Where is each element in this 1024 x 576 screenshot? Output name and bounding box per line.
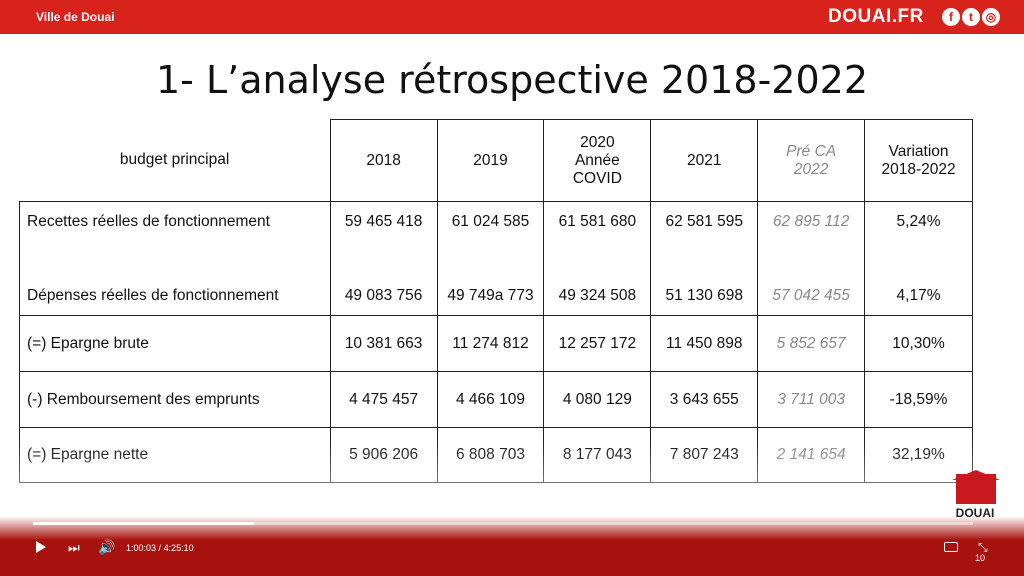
cell-value: 57 042 455 — [772, 286, 850, 304]
cell-value: 62 895 112 — [772, 212, 850, 230]
cell-pre-ca: 62 895 112 57 042 455 — [757, 201, 866, 316]
cell-2018: 10 381 663 — [329, 315, 438, 372]
cell-2021: 3 643 655 — [650, 371, 759, 428]
cell-value: 61 581 680 — [558, 212, 637, 230]
cell-value: 5,24% — [896, 212, 941, 230]
cell-value: 61 024 585 — [451, 212, 530, 230]
page-number: 10 — [975, 553, 986, 563]
table-row: (=) Epargne brute 10 381 663 11 274 812 … — [19, 315, 973, 372]
row-label: (-) Remboursement des emprunts — [19, 371, 331, 428]
budget-table: budget principal 2018 2019 2020 Année CO… — [19, 119, 973, 483]
cell-value: 49 083 756 — [344, 286, 423, 304]
header-2020: 2020 Année COVID — [543, 119, 652, 202]
header-2019: 2019 — [436, 119, 545, 202]
table-row: (-) Remboursement des emprunts 4 475 457… — [19, 371, 973, 428]
cell-2021: 11 450 898 — [650, 315, 759, 372]
video-player-controls — [0, 516, 1024, 576]
header-2018: 2018 — [329, 119, 438, 202]
row-label: Dépenses réelles de fonctionnement — [27, 286, 279, 304]
header-2020-annee: Année — [574, 151, 620, 169]
cell-2019: 6 808 703 — [436, 427, 545, 483]
volume-icon[interactable]: 🔊 — [98, 539, 116, 555]
cell-2019: 4 466 109 — [436, 371, 545, 428]
header-pre-ca: Pré CA 2022 — [757, 119, 866, 202]
header-pre-ca-label: Pré CA — [786, 142, 837, 160]
header-2021: 2021 — [650, 119, 759, 202]
table-row: (=) Epargne nette 5 906 206 6 808 703 8 … — [19, 427, 973, 483]
header-variation-range: 2018-2022 — [881, 160, 956, 178]
cell-2018: 59 465 418 49 083 756 — [329, 201, 438, 316]
logo-building-icon — [956, 474, 996, 504]
social-icons: f t ◎ — [942, 8, 1000, 26]
cell-2021: 7 807 243 — [650, 427, 759, 483]
row-label: (=) Epargne brute — [19, 315, 331, 372]
cell-value: 49 749a 773 — [447, 286, 534, 304]
cell-2018: 4 475 457 — [329, 371, 438, 428]
table-row: Recettes réelles de fonctionnement Dépen… — [19, 201, 973, 316]
cell-pre-ca: 2 141 654 — [757, 427, 866, 483]
instagram-icon[interactable]: ◎ — [982, 8, 1000, 26]
captions-icon[interactable]: cc — [944, 542, 958, 552]
cell-2019: 61 024 585 49 749a 773 — [436, 201, 545, 316]
current-time: 1:00:03 — [126, 543, 157, 553]
duration: 4:25:10 — [163, 543, 194, 553]
cell-pre-ca: 3 711 003 — [757, 371, 866, 428]
row-label: Recettes réelles de fonctionnement — [27, 212, 270, 230]
header-2020-year: 2020 — [580, 133, 615, 151]
row-label-pair: Recettes réelles de fonctionnement Dépen… — [19, 201, 331, 316]
time-separator: / — [158, 543, 162, 553]
cell-pre-ca: 5 852 657 — [757, 315, 866, 372]
cell-variation: -18,59% — [864, 371, 973, 428]
header-2020-covid: COVID — [572, 169, 622, 187]
next-icon[interactable]: ⏭ — [68, 540, 80, 555]
cell-value: 4,17% — [896, 286, 941, 304]
fullscreen-exit-icon[interactable]: ⤡ — [978, 540, 988, 554]
cell-2018: 5 906 206 — [329, 427, 438, 483]
twitter-icon[interactable]: t — [962, 8, 980, 26]
progress-bar[interactable] — [33, 522, 973, 525]
cell-value: 49 324 508 — [558, 286, 637, 304]
site-label[interactable]: DOUAI.FR — [828, 6, 924, 27]
time-display: 1:00:03 / 4:25:10 — [126, 543, 194, 553]
header-pre-ca-year: 2022 — [793, 160, 829, 178]
cell-2020: 4 080 129 — [543, 371, 652, 428]
cell-2021: 62 581 595 51 130 698 — [650, 201, 759, 316]
cell-2020: 12 257 172 — [543, 315, 652, 372]
cell-variation: 5,24% 4,17% — [864, 201, 973, 316]
top-banner: Ville de Douai DOUAI.FR f t ◎ — [0, 0, 1024, 34]
cell-value: 51 130 698 — [665, 286, 744, 304]
cell-2020: 61 581 680 49 324 508 — [543, 201, 652, 316]
header-variation-label: Variation — [888, 142, 949, 160]
play-icon[interactable] — [36, 541, 46, 553]
progress-fill — [33, 522, 254, 525]
slide-title: 1- L’analyse rétrospective 2018-2022 — [156, 58, 868, 102]
header-budget-principal: budget principal — [19, 119, 331, 202]
cell-variation: 10,30% — [864, 315, 973, 372]
cell-value: 59 465 418 — [344, 212, 423, 230]
cell-value: 62 581 595 — [665, 212, 744, 230]
cell-2019: 11 274 812 — [436, 315, 545, 372]
cell-2020: 8 177 043 — [543, 427, 652, 483]
facebook-icon[interactable]: f — [942, 8, 960, 26]
city-label: Ville de Douai — [36, 10, 115, 24]
row-label: (=) Epargne nette — [19, 427, 331, 483]
header-variation: Variation 2018-2022 — [864, 119, 973, 202]
table-header-row: budget principal 2018 2019 2020 Année CO… — [19, 119, 973, 202]
